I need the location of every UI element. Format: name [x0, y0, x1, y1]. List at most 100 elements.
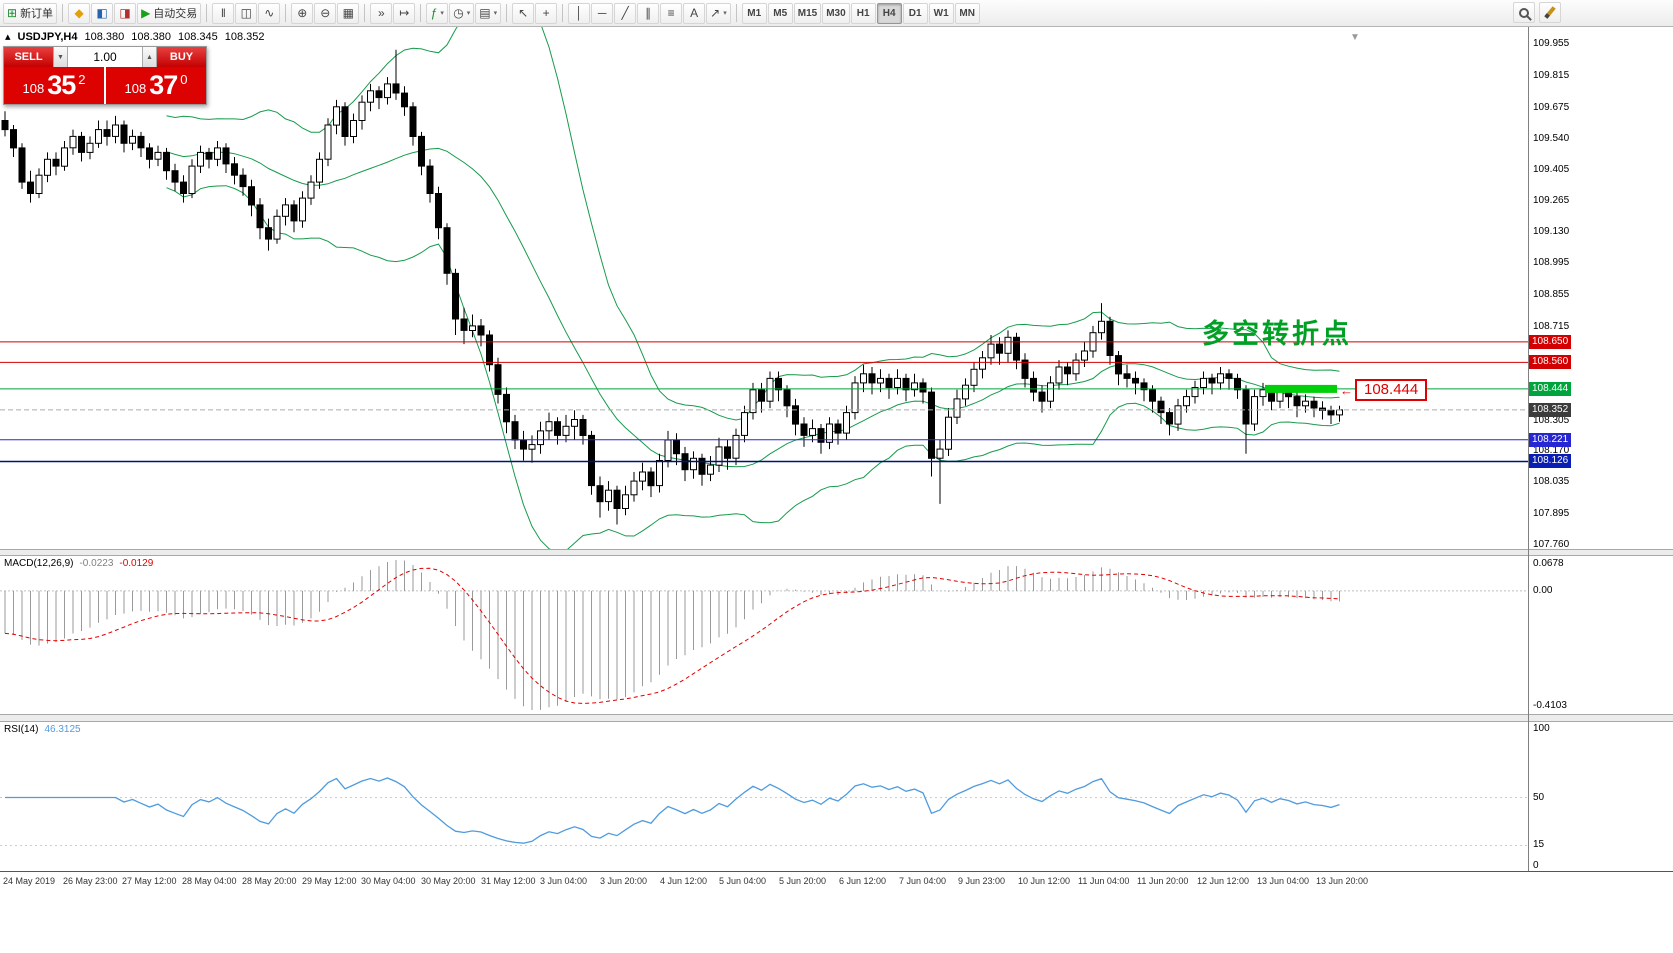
crosshair-button[interactable]: +: [535, 2, 558, 24]
annotation-text[interactable]: 多空转折点: [1202, 319, 1352, 350]
price-axis-tick: 109.675: [1533, 102, 1570, 113]
toolbar-groups: ⊞ 新订单 ◆ ◧ ◨ ▶ 自动交易 ‖ ◫ ∿ ⊕ ⊖ ▦ » ↦ ƒ ▾ ◷ ▾ ▤ ▾ ↖ + │ ─ ╱ ∥ ≡ A ↗ ▾ M1 M5…: [3, 2, 980, 24]
rsi-panel[interactable]: RSI(14) 46.3125: [0, 722, 1528, 871]
price-level-label-resistance-lower: 108.560: [1529, 355, 1572, 369]
horizontal-line-button[interactable]: ─: [591, 2, 614, 24]
macd-value-signal: -0.0129: [119, 558, 154, 569]
time-axis-label: 11 Jun 20:00: [1137, 876, 1189, 886]
price-level-label-support-upper: 108.221: [1529, 433, 1572, 447]
volume-increase-button[interactable]: ▲: [142, 47, 157, 67]
buy-price-prefix: 108: [124, 81, 147, 96]
zoom-in-button[interactable]: ⊕: [291, 2, 314, 24]
tile-windows-button[interactable]: ▦: [337, 2, 360, 24]
time-axis-label: 31 May 12:00: [481, 876, 536, 886]
time-axis-label: 5 Jun 20:00: [779, 876, 827, 886]
buy-price-display[interactable]: 108 37 0: [106, 67, 206, 104]
macd-value-main: -0.0223: [79, 558, 114, 569]
main-chart[interactable]: ▴ USDJPY,H4 108.380 108.380 108.345 108.…: [0, 27, 1528, 549]
toolbar-right: [1513, 2, 1561, 23]
profiles-icon[interactable]: ◧: [91, 2, 114, 24]
text-button[interactable]: A: [683, 2, 706, 24]
market-watch-icon[interactable]: ◨: [114, 2, 137, 24]
vertical-line-glyph-icon: │: [575, 6, 583, 20]
volume-input[interactable]: [68, 47, 142, 67]
macd-axis-label: 0.00: [1533, 585, 1553, 596]
price-axis-tick: 108.035: [1533, 476, 1570, 487]
sell-price-sup: 2: [78, 72, 86, 87]
vertical-line-button[interactable]: │: [568, 2, 591, 24]
price-callout[interactable]: ← 108.444: [1340, 379, 1428, 401]
crosshair-glyph-icon: +: [542, 6, 550, 20]
callout-arrow-icon: ←: [1340, 382, 1353, 398]
trendline-button[interactable]: ╱: [614, 2, 637, 24]
timeframe-m5-button[interactable]: M5: [767, 2, 793, 24]
buy-button[interactable]: BUY: [157, 47, 206, 67]
autotrading-button-label: 自动交易: [153, 8, 198, 20]
timeframe-h1-button[interactable]: H1: [850, 2, 876, 24]
arrows-button[interactable]: ↗ ▾: [706, 2, 731, 24]
rsi-header: RSI(14) 46.3125: [4, 724, 81, 735]
panel-splitter-2[interactable]: [0, 714, 1673, 722]
panel-splitter-1[interactable]: [0, 549, 1673, 556]
channel-glyph-icon: ∥: [645, 6, 652, 20]
price-axis-tick: 109.405: [1533, 164, 1570, 175]
timeframe-m15-button[interactable]: M15: [793, 2, 822, 24]
rsi-axis-label: 0: [1533, 860, 1539, 871]
indicators-button[interactable]: ƒ ▾: [426, 2, 449, 24]
profiles-icon-glyph-icon: ◧: [96, 6, 108, 20]
text-glyph-icon: A: [690, 6, 699, 20]
time-axis[interactable]: 24 May 2019 26 May 23:00 27 May 12:00 28 Ma…: [0, 871, 1673, 891]
macd-panel[interactable]: MACD(12,26,9) -0.0223 -0.0129: [0, 556, 1528, 714]
alerts-icon[interactable]: ◆: [68, 2, 91, 24]
buy-price-big: 37: [149, 70, 178, 100]
timeframe-m30-button[interactable]: M30: [822, 2, 850, 24]
time-axis-label: 28 May 20:00: [242, 876, 297, 886]
autotrading-button[interactable]: ▶ 自动交易: [137, 2, 202, 24]
price-axis-tick: 109.540: [1533, 133, 1570, 144]
timeframe-mn-button[interactable]: MN: [954, 2, 980, 24]
zoom-out-button[interactable]: ⊖: [314, 2, 337, 24]
price-level-label-support-lower: 108.126: [1529, 454, 1572, 468]
timeframe-d1-button[interactable]: D1: [902, 2, 928, 24]
fibonacci-button[interactable]: ≡: [660, 2, 683, 24]
dropdown-caret-icon: ▾: [493, 10, 498, 17]
line-chart-button[interactable]: ∿: [258, 2, 281, 24]
edit-button[interactable]: [1539, 2, 1561, 23]
candle-chart-button[interactable]: ◫: [235, 2, 258, 24]
line-chart-glyph-icon: ∿: [264, 6, 275, 20]
rsi-value: 46.3125: [44, 724, 81, 735]
new-order-button[interactable]: ⊞ 新订单: [3, 2, 58, 24]
time-axis-label: 10 Jun 12:00: [1018, 876, 1071, 886]
sell-button[interactable]: SELL: [4, 47, 53, 67]
dropdown-caret-icon: ▾: [440, 10, 444, 17]
price-chart-canvas[interactable]: [0, 27, 1528, 549]
highlight-segment[interactable]: [1265, 384, 1337, 393]
templates-button[interactable]: ▤ ▾: [475, 2, 502, 24]
channel-button[interactable]: ∥: [637, 2, 660, 24]
price-axis-tick: 108.170: [1533, 445, 1570, 456]
timeframe-m1-button[interactable]: M1: [741, 2, 767, 24]
chart-shift-button[interactable]: ↦: [393, 2, 416, 24]
time-axis-label: 9 Jun 23:00: [958, 876, 1006, 886]
chart-shift-marker[interactable]: ▼: [1350, 32, 1360, 43]
bar-chart-button[interactable]: ‖: [212, 2, 235, 24]
rsi-canvas: [0, 777, 1528, 846]
time-axis-label: 11 Jun 04:00: [1078, 876, 1130, 886]
one-click-trading-panel: SELL ▼ ▲ BUY 108 35 2 108 37 0: [3, 46, 207, 105]
periods-button[interactable]: ◷ ▾: [449, 2, 475, 24]
macd-histogram: [4, 560, 1340, 710]
toolbar-separator: [420, 4, 422, 22]
price-axis-tick: 107.895: [1533, 508, 1570, 519]
timeframe-h4-button[interactable]: H4: [876, 2, 902, 24]
sell-price-display[interactable]: 108 35 2: [4, 67, 104, 104]
cursor-button[interactable]: ↖: [512, 2, 535, 24]
callout-label: 108.444: [1355, 379, 1428, 401]
sell-price-big: 35: [47, 70, 76, 100]
auto-scroll-button[interactable]: »: [370, 2, 393, 24]
toolbar-separator: [735, 4, 737, 22]
buy-price-sup: 0: [180, 72, 188, 87]
time-axis-label: 7 Jun 04:00: [899, 876, 947, 886]
search-button[interactable]: [1513, 2, 1535, 23]
timeframe-w1-button[interactable]: W1: [928, 2, 954, 24]
volume-decrease-button[interactable]: ▼: [53, 47, 68, 67]
